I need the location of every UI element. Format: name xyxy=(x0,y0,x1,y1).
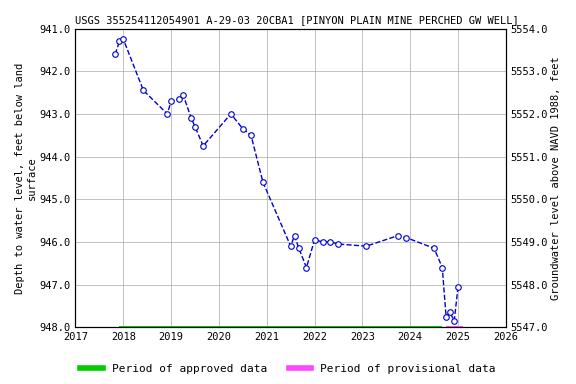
Y-axis label: Depth to water level, feet below land
surface: Depth to water level, feet below land su… xyxy=(15,62,37,293)
Legend: Period of approved data, Period of provisional data: Period of approved data, Period of provi… xyxy=(76,359,500,379)
Bar xyxy=(119,326,442,329)
Y-axis label: Groundwater level above NAVD 1988, feet: Groundwater level above NAVD 1988, feet xyxy=(551,56,561,300)
Bar xyxy=(446,326,463,329)
Text: USGS 355254112054901 A-29-03 20CBA1 [PINYON PLAIN MINE PERCHED GW WELL]: USGS 355254112054901 A-29-03 20CBA1 [PIN… xyxy=(75,15,519,25)
